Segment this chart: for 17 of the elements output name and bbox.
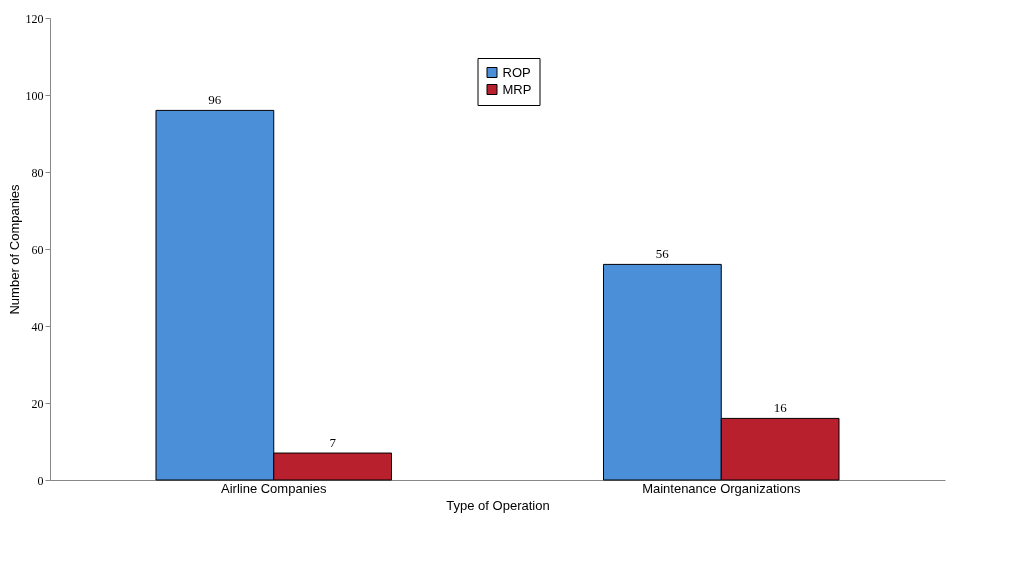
y-tick-label: 80 — [31, 165, 44, 180]
data-label: 7 — [329, 435, 337, 451]
y-tick-label: 120 — [25, 11, 44, 26]
y-tick-label: 40 — [31, 319, 44, 334]
data-label: 96 — [208, 92, 222, 108]
x-axis-title: Type of Operation — [446, 497, 550, 513]
x-tick-label: Airline Companies — [221, 480, 327, 496]
y-tick-label: 0 — [37, 473, 44, 488]
y-tick-label: 60 — [31, 242, 44, 257]
data-label: 56 — [655, 246, 670, 262]
legend-label: MRP — [502, 81, 532, 97]
y-tick-label: 20 — [31, 396, 44, 411]
y-axis-title: Number of Companies — [6, 183, 22, 315]
y-tick-label: 100 — [25, 88, 44, 103]
data-label: 16 — [773, 400, 788, 416]
legend-label: ROP — [502, 64, 531, 80]
x-tick-label: Maintenance Organizations — [642, 480, 801, 496]
